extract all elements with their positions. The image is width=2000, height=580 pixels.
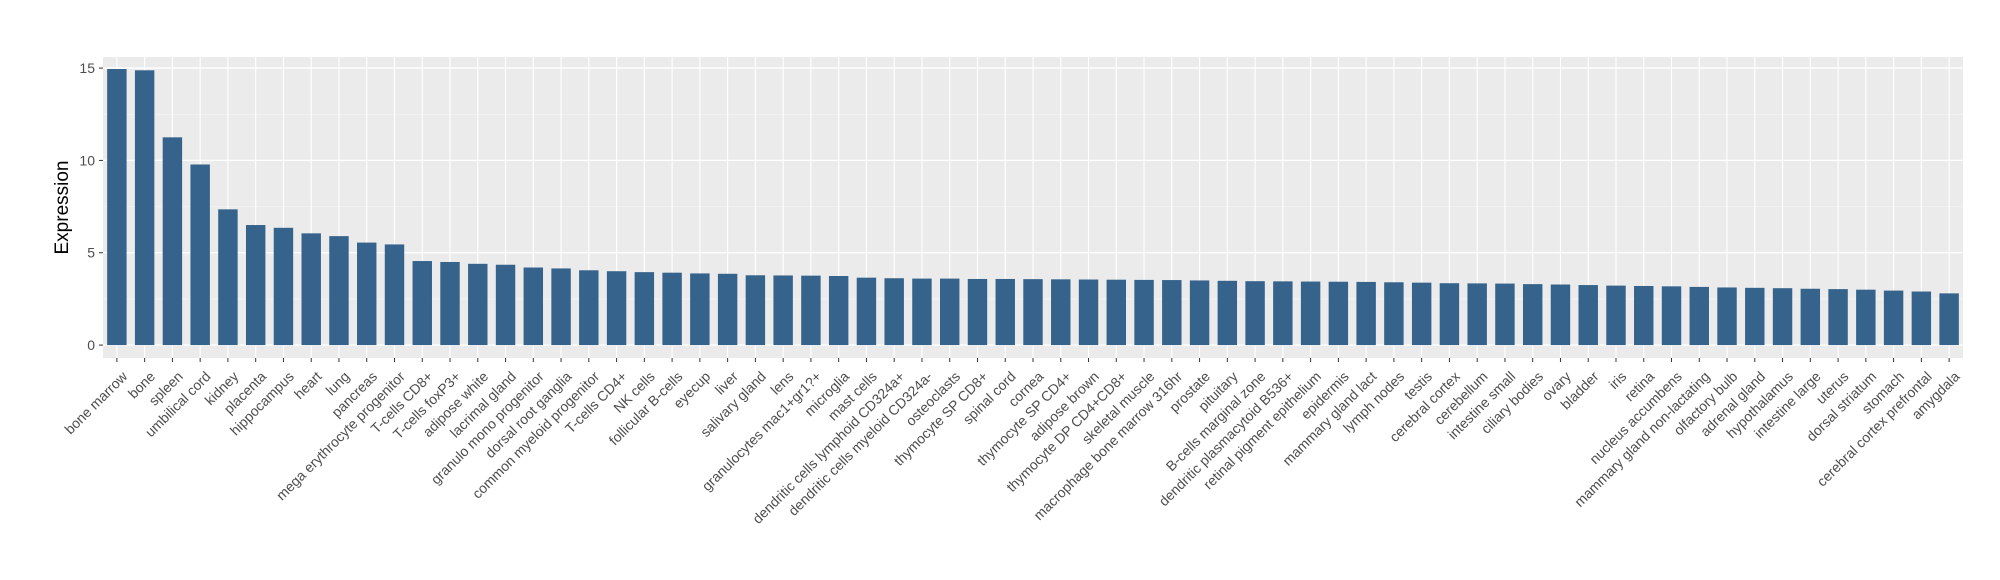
y-tick-label: 10: [79, 152, 95, 168]
bar: [1522, 284, 1543, 346]
bar: [273, 227, 294, 346]
bar: [1189, 280, 1210, 346]
x-tick-label: bone marrow: [61, 368, 131, 438]
bar: [1856, 289, 1876, 346]
bar: [884, 278, 904, 346]
y-tick-label: 5: [87, 245, 95, 261]
bar: [717, 273, 738, 346]
bar: [995, 278, 1015, 346]
bar: [828, 276, 849, 346]
bar: [495, 264, 516, 346]
bar: [1800, 288, 1821, 346]
bar: [1439, 283, 1460, 346]
bar: [1106, 279, 1126, 346]
x-tick-label: heart: [291, 368, 325, 402]
bar: [1245, 281, 1265, 346]
bar: [1883, 290, 1904, 346]
bar: [1328, 281, 1349, 346]
bar: [523, 267, 544, 346]
bar: [967, 278, 988, 346]
bar: [1911, 291, 1932, 346]
bar: [1772, 288, 1793, 346]
bar: [1273, 281, 1293, 346]
bar: [1356, 281, 1376, 346]
bar: [1606, 285, 1626, 346]
bar: [1578, 285, 1598, 346]
bar: [301, 233, 321, 346]
bar: [1162, 280, 1182, 346]
bar: [856, 277, 877, 346]
bar: [690, 273, 710, 346]
bar: [218, 209, 238, 346]
bar: [1828, 289, 1848, 346]
y-tick-label: 15: [79, 60, 95, 76]
bar: [1717, 287, 1737, 346]
bar: [1495, 283, 1515, 346]
bar: [801, 275, 821, 346]
y-axis: 0 5 10 15: [79, 60, 103, 353]
bar: [1467, 283, 1487, 346]
y-tick-label: 0: [87, 337, 95, 353]
bar: [329, 236, 349, 346]
y-axis-title: Expression: [52, 161, 73, 255]
bar: [1023, 279, 1043, 346]
bar: [412, 261, 432, 346]
bar: [606, 271, 627, 346]
bar: [1689, 286, 1709, 346]
bar: [1411, 282, 1432, 346]
bar: [1634, 285, 1654, 346]
bar: [440, 261, 460, 346]
bars: [107, 69, 1959, 346]
bar: [384, 244, 405, 346]
bar: [912, 278, 932, 346]
bar: [1550, 284, 1571, 346]
bar: [1078, 279, 1099, 346]
bar: [1134, 279, 1154, 346]
bar: [357, 242, 377, 346]
bar: [134, 70, 155, 346]
bar: [773, 275, 793, 346]
bar: [162, 137, 183, 346]
bar: [1745, 287, 1765, 346]
bar: [579, 270, 599, 346]
bar: [1661, 286, 1682, 346]
bar: [1051, 279, 1071, 346]
bar: [1300, 281, 1321, 346]
bar: [245, 225, 266, 346]
bar: [1939, 293, 1959, 346]
bar: [634, 272, 655, 346]
bar: [190, 164, 210, 346]
bar: [1217, 280, 1238, 346]
bar: [107, 69, 127, 346]
bar: [662, 272, 682, 346]
bar: [940, 278, 960, 346]
bar: [551, 268, 571, 346]
bar: [1384, 282, 1404, 346]
bar: [745, 275, 766, 346]
bar: [468, 263, 488, 346]
